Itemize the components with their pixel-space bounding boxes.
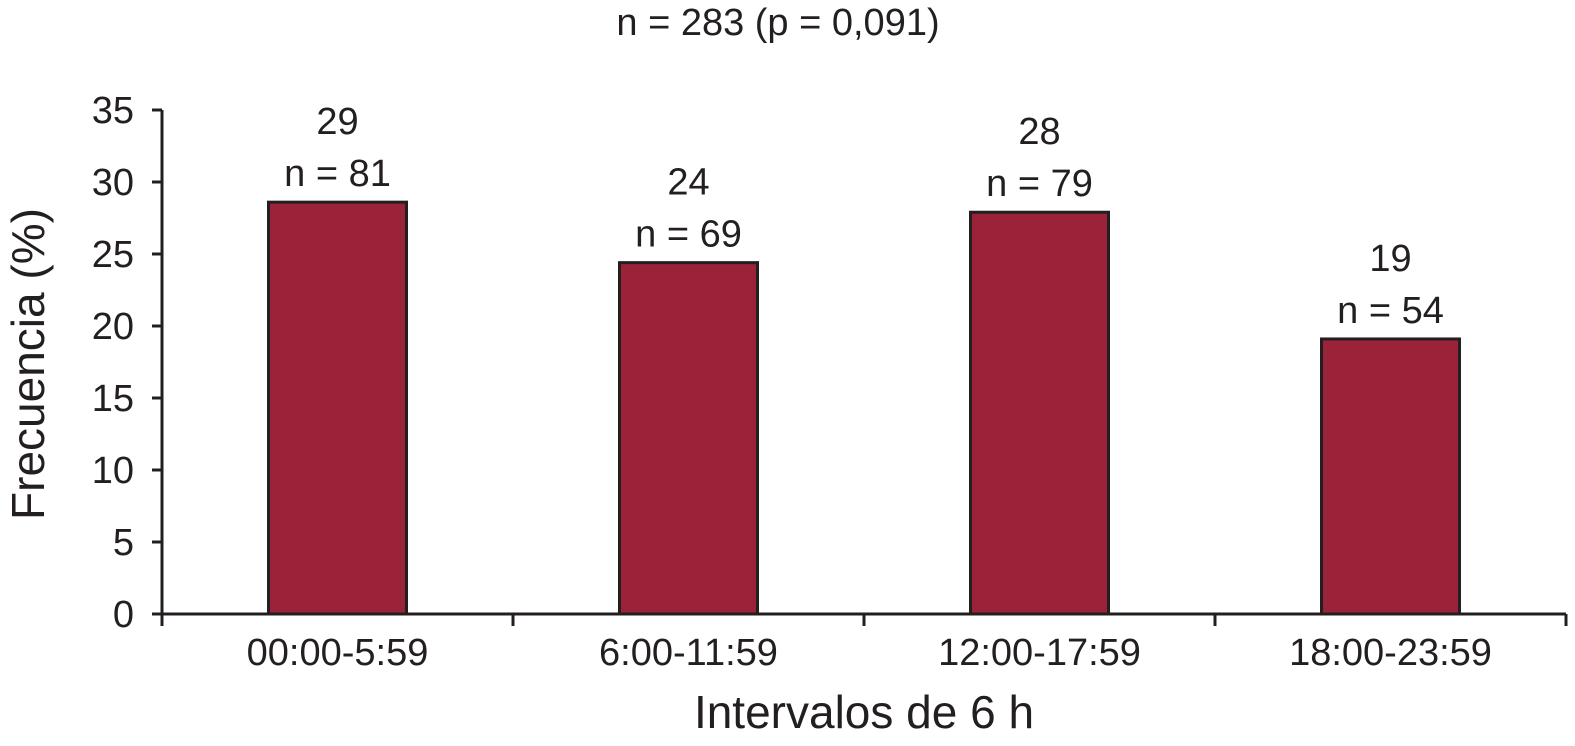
bar-count-label: n = 79	[986, 163, 1093, 205]
bar	[969, 210, 1110, 616]
x-axis: 00:00-5:59 6:00-11:59 12:00-17:59 18:00-23:…	[160, 612, 1568, 674]
y-axis: 0 5 10 15 20 25 30 35	[92, 90, 164, 636]
bar-percent-label: 29	[316, 101, 358, 143]
x-category-label: 6:00-11:59	[599, 632, 778, 674]
x-axis-label: Intervalos de 6 h	[694, 686, 1034, 738]
y-tick-label: 5	[113, 522, 134, 564]
y-tick-label: 20	[92, 306, 134, 348]
bar	[267, 200, 408, 616]
x-category-label: 18:00-23:59	[1289, 632, 1492, 674]
bar-percent-label: 19	[1369, 238, 1411, 280]
bar-percent-label: 24	[667, 162, 709, 204]
x-category-label: 00:00-5:59	[247, 632, 429, 674]
y-tick-label: 15	[92, 378, 134, 420]
bar-count-label: n = 81	[284, 153, 391, 195]
y-tick-label: 0	[113, 594, 134, 636]
bar	[618, 261, 759, 616]
bar-percent-label: 28	[1018, 111, 1060, 153]
chart-title: n = 283 (p = 0,091)	[616, 2, 939, 44]
bar	[1320, 337, 1461, 616]
y-tick-label: 25	[92, 234, 134, 276]
bar-count-label: n = 54	[1337, 290, 1444, 332]
x-category-label: 12:00-17:59	[938, 632, 1141, 674]
bars-group: n = 81 29 n = 69 24 n = 79 28 n = 54 19	[267, 101, 1461, 616]
bar-count-label: n = 69	[635, 214, 742, 256]
y-tick-label: 30	[92, 162, 134, 204]
y-axis-label: Frecuencia (%)	[2, 208, 54, 520]
y-tick-label: 35	[92, 90, 134, 132]
y-tick-label: 10	[92, 450, 134, 492]
